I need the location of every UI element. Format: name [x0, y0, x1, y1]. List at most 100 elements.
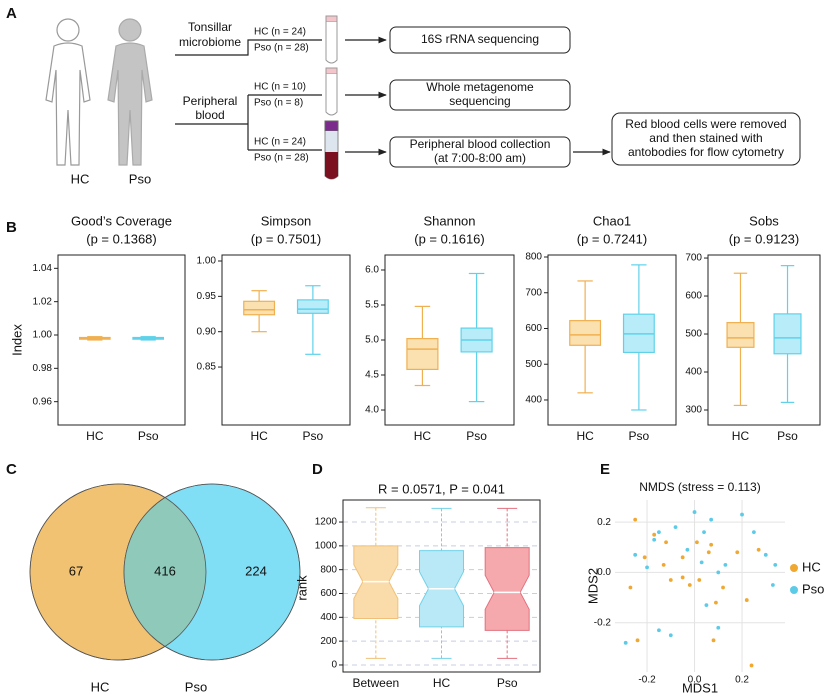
source-label: microbiome — [179, 35, 241, 49]
y-tick-label: 5.5 — [365, 300, 379, 311]
x-tick-label: Pso — [303, 429, 324, 443]
y-tick-label: 1.02 — [33, 296, 53, 307]
y-tick-label: 0.2 — [597, 517, 611, 528]
x-tick-label: 0.0 — [688, 675, 702, 686]
venn-count: 67 — [69, 563, 83, 578]
plot-frame — [221, 254, 351, 426]
point — [770, 583, 775, 587]
branch-line — [175, 39, 322, 56]
y-tick-label: 0.90 — [197, 326, 217, 337]
box — [569, 320, 602, 346]
point — [685, 547, 690, 552]
step-text: (at 7:00-8:00 am) — [434, 151, 526, 165]
point — [723, 562, 728, 567]
x-tick-label: Between — [352, 676, 399, 690]
group-label: HC (n = 10) — [254, 82, 306, 93]
venn-outline — [123, 483, 301, 661]
point — [673, 525, 678, 530]
x-tick-label: HC — [414, 429, 432, 443]
y-tick-label: 300 — [685, 405, 702, 416]
legend-swatch — [790, 586, 798, 594]
point — [756, 547, 761, 552]
point — [657, 530, 661, 535]
point — [702, 530, 706, 535]
x-tick-label: 0.2 — [735, 675, 749, 686]
y-tick-label: 200 — [320, 636, 337, 647]
y-tick-label: 0.98 — [33, 363, 53, 374]
box — [296, 299, 329, 314]
legend-swatch — [790, 564, 798, 572]
plot-frame — [57, 254, 186, 426]
panel-label: E — [600, 461, 610, 478]
x-tick-label: Pso — [138, 429, 159, 443]
point — [642, 555, 647, 560]
x-tick-label: Pso — [777, 429, 798, 443]
y-tick-label: 400 — [525, 395, 542, 406]
y-tick-label: 5.0 — [365, 335, 379, 346]
point — [695, 540, 699, 545]
box — [406, 337, 439, 371]
x-tick-label: HC — [576, 429, 594, 443]
point — [657, 628, 661, 633]
point — [699, 560, 704, 565]
tube — [325, 67, 338, 116]
point — [735, 550, 740, 555]
y-tick-label: 500 — [685, 329, 702, 340]
x-tick-label: -0.2 — [638, 675, 656, 686]
point — [706, 550, 711, 555]
y-tick-label: 0.0 — [597, 567, 611, 578]
venn-outline — [29, 483, 207, 661]
venn-label: Pso — [185, 679, 207, 694]
plot-frame — [342, 499, 541, 673]
step-text: Red blood cells were removed — [625, 117, 786, 131]
y-tick-label: 500 — [525, 359, 542, 370]
step-box — [611, 112, 801, 166]
plot-frame — [707, 254, 821, 426]
plot-frame — [384, 254, 515, 426]
step-text: antobodies for flow cytometry — [628, 145, 784, 159]
x-axis-label: MDS1 — [682, 680, 718, 695]
plot-frame — [547, 254, 677, 426]
point — [635, 638, 640, 643]
point — [709, 517, 714, 522]
y-tick-label: 6.0 — [365, 265, 379, 276]
point — [687, 583, 692, 587]
y-tick-label: 800 — [320, 564, 337, 575]
box — [243, 300, 276, 316]
point — [740, 512, 744, 517]
y-tick-label: 0.95 — [197, 291, 217, 302]
panel-label: A — [6, 5, 17, 22]
y-axis-label: rank — [294, 575, 309, 601]
source-label: Peripheral — [183, 94, 238, 108]
point — [652, 532, 657, 537]
point — [716, 570, 721, 575]
point — [633, 552, 638, 557]
source-label: Tonsillar — [188, 20, 232, 34]
step-box — [389, 79, 571, 111]
venn-count: 224 — [245, 563, 267, 578]
tube — [324, 120, 339, 180]
point — [628, 585, 633, 590]
y-tick-label: 1.04 — [33, 263, 53, 274]
point — [714, 600, 718, 605]
y-tick-label: 600 — [685, 291, 702, 302]
chart-title: Sobs — [749, 213, 779, 228]
y-tick-label: 0.96 — [33, 396, 53, 407]
source-label: blood — [195, 108, 224, 122]
y-tick-label: 0.85 — [197, 362, 217, 373]
point — [721, 585, 725, 590]
step-text: Whole metagenome — [426, 80, 534, 94]
chart-subtitle: (p = 0.1368) — [86, 231, 156, 246]
step-text: 16S rRNA sequencing — [421, 32, 539, 46]
panel-label: D — [312, 461, 323, 478]
group-label: Pso (n = 28) — [254, 43, 309, 54]
point — [668, 633, 673, 638]
point — [773, 562, 778, 567]
point — [664, 540, 668, 545]
x-tick-label: HC — [433, 676, 451, 690]
point — [751, 530, 756, 535]
chart-subtitle: (p = 0.7501) — [251, 231, 321, 246]
step-text: and then stained with — [649, 131, 762, 145]
y-tick-label: 600 — [320, 588, 337, 599]
